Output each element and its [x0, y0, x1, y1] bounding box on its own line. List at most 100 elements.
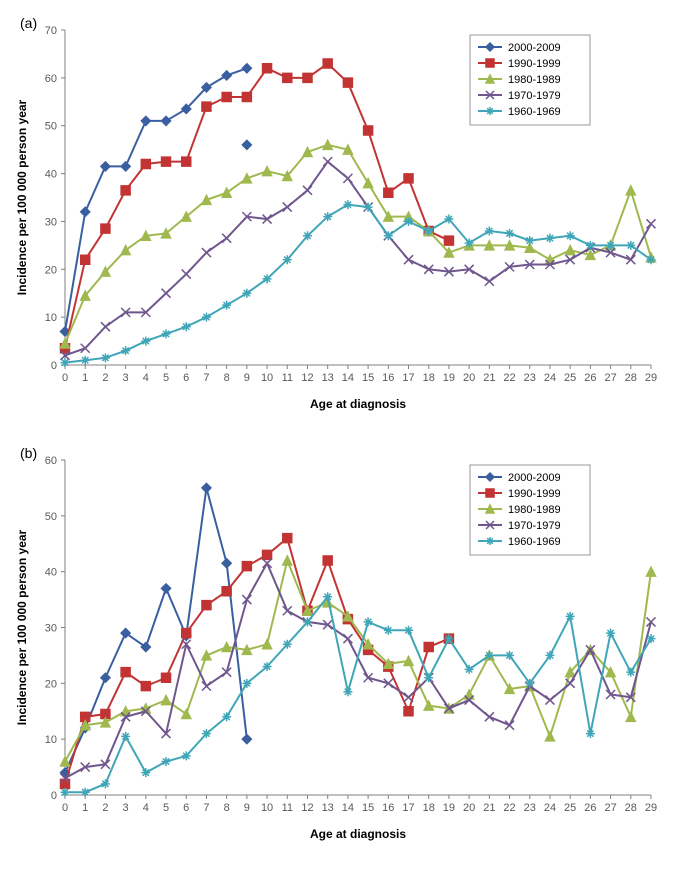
series-marker-3 [343, 634, 352, 643]
x-tick-label: 20 [463, 802, 475, 814]
series-marker-4 [586, 729, 595, 738]
series-marker-0 [162, 584, 171, 593]
x-tick-label: 1 [82, 802, 88, 814]
x-tick-label: 0 [62, 372, 68, 384]
series-marker-4 [626, 668, 635, 677]
series-marker-4 [444, 215, 453, 224]
series-marker-1 [343, 78, 352, 87]
series-line-2 [65, 561, 651, 762]
series-marker-3 [182, 270, 191, 279]
series-marker-4 [283, 255, 292, 264]
series-marker-4 [303, 231, 312, 240]
x-tick-label: 10 [261, 802, 273, 814]
y-tick-label: 10 [45, 734, 57, 746]
legend-marker-4 [486, 107, 494, 115]
legend-label-4: 1960-1969 [508, 106, 561, 118]
x-tick-label: 28 [625, 372, 637, 384]
x-tick-label: 5 [163, 372, 169, 384]
series-marker-1 [101, 224, 110, 233]
series-marker-2 [242, 174, 251, 183]
series-marker-4 [101, 353, 110, 362]
series-marker-4 [202, 313, 211, 322]
series-marker-4 [141, 337, 150, 346]
x-tick-label: 7 [203, 802, 209, 814]
series-marker-3 [343, 174, 352, 183]
series-marker-4 [222, 301, 231, 310]
series-line-3 [65, 563, 651, 778]
series-marker-1 [364, 126, 373, 135]
series-marker-3 [202, 682, 211, 691]
series-marker-4 [606, 629, 615, 638]
series-marker-0 [162, 116, 171, 125]
series-marker-4 [505, 229, 514, 238]
legend-label-0: 2000-2009 [508, 472, 561, 484]
series-marker-4 [364, 203, 373, 212]
x-tick-label: 0 [62, 802, 68, 814]
chart-a-container: (a) 010203040506070012345678910111213141… [10, 10, 666, 420]
x-axis-label: Age at diagnosis [310, 397, 406, 411]
legend-label-0: 2000-2009 [508, 42, 561, 54]
series-marker-1 [141, 682, 150, 691]
series-marker-1 [404, 707, 413, 716]
x-tick-label: 26 [584, 372, 596, 384]
x-tick-label: 25 [564, 372, 576, 384]
x-tick-label: 13 [322, 802, 334, 814]
x-tick-label: 24 [544, 372, 556, 384]
series-marker-1 [283, 534, 292, 543]
series-marker-3 [404, 255, 413, 264]
series-marker-0 [202, 483, 211, 492]
y-axis-label: Incidence per 100 000 person year [15, 529, 29, 725]
x-tick-label: 28 [625, 802, 637, 814]
y-tick-label: 10 [45, 312, 57, 324]
series-marker-0 [141, 116, 150, 125]
x-tick-label: 8 [224, 372, 230, 384]
series-marker-2 [647, 567, 656, 576]
series-marker-4 [343, 687, 352, 696]
x-tick-label: 25 [564, 802, 576, 814]
series-marker-2 [283, 556, 292, 565]
y-tick-label: 30 [45, 623, 57, 635]
series-marker-3 [485, 712, 494, 721]
series-marker-4 [384, 626, 393, 635]
y-tick-label: 20 [45, 264, 57, 276]
series-marker-0 [222, 71, 231, 80]
series-marker-1 [121, 668, 130, 677]
series-marker-3 [101, 322, 110, 331]
x-tick-label: 27 [604, 802, 616, 814]
x-tick-label: 18 [423, 372, 435, 384]
series-marker-2 [545, 732, 554, 741]
series-marker-2 [626, 712, 635, 721]
x-tick-label: 2 [102, 802, 108, 814]
y-tick-label: 20 [45, 678, 57, 690]
series-marker-2 [626, 186, 635, 195]
series-marker-4 [162, 757, 171, 766]
series-marker-3 [323, 157, 332, 166]
x-tick-label: 10 [261, 372, 273, 384]
series-marker-1 [303, 73, 312, 82]
x-tick-label: 3 [123, 372, 129, 384]
y-axis-label: Incidence per 100 000 person year [15, 99, 29, 295]
series-line-1 [65, 538, 449, 784]
x-tick-label: 15 [362, 802, 374, 814]
series-marker-3 [162, 289, 171, 298]
y-tick-label: 50 [45, 511, 57, 523]
series-marker-0 [101, 162, 110, 171]
series-marker-1 [424, 643, 433, 652]
series-marker-4 [384, 231, 393, 240]
series-marker-4 [141, 768, 150, 777]
x-tick-label: 17 [402, 802, 414, 814]
series-marker-1 [81, 255, 90, 264]
legend-label-3: 1970-1979 [508, 520, 561, 532]
series-marker-0 [242, 64, 251, 73]
x-tick-label: 9 [244, 802, 250, 814]
x-tick-label: 22 [503, 802, 515, 814]
panel-a-label: (a) [20, 15, 37, 31]
series-marker-1 [323, 59, 332, 68]
series-marker-1 [242, 93, 251, 102]
chart-a-svg: 0102030405060700123456789101112131415161… [10, 10, 666, 420]
series-marker-4 [465, 238, 474, 247]
series-marker-1 [222, 587, 231, 596]
series-marker-4 [162, 329, 171, 338]
series-marker-4 [343, 200, 352, 209]
series-marker-4 [566, 231, 575, 240]
